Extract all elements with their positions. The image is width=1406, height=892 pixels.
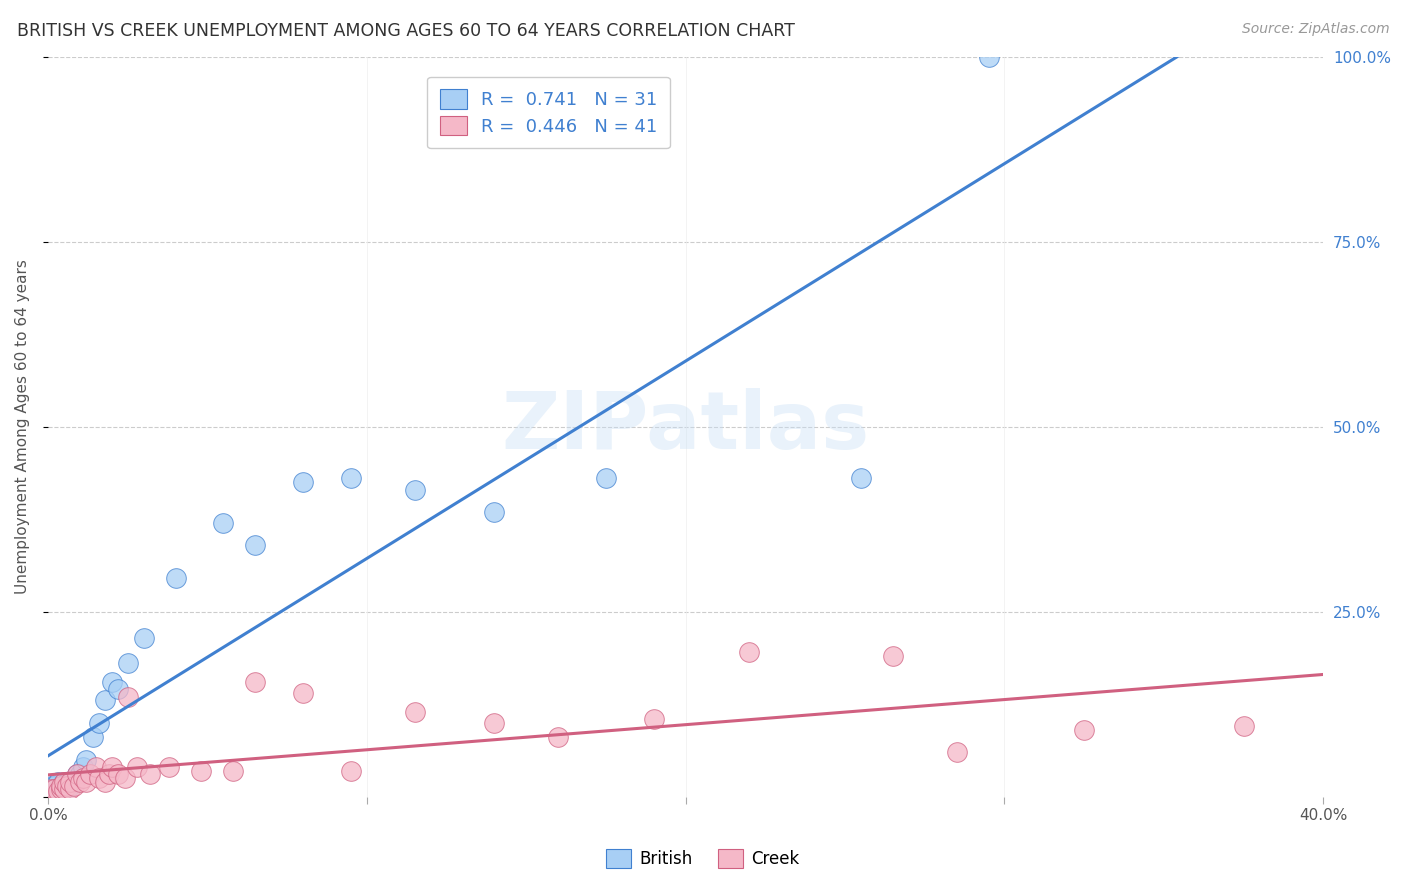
Point — [127, 760, 149, 774]
Point — [75, 753, 97, 767]
Point — [49, 779, 72, 793]
Point — [547, 731, 569, 745]
Point — [340, 471, 363, 485]
Y-axis label: Unemployment Among Ages 60 to 64 years: Unemployment Among Ages 60 to 64 years — [15, 260, 30, 594]
Point — [94, 775, 117, 789]
Point — [404, 705, 426, 719]
Point — [84, 760, 107, 774]
Point — [46, 775, 69, 789]
Point — [59, 782, 82, 797]
Point — [484, 505, 506, 519]
Point — [139, 767, 162, 781]
Point — [39, 782, 62, 797]
Point — [643, 712, 665, 726]
Point — [66, 767, 89, 781]
Point — [46, 782, 69, 797]
Point — [56, 775, 79, 789]
Point — [1232, 719, 1254, 733]
Point — [75, 775, 97, 789]
Point — [165, 571, 187, 585]
Point — [595, 471, 617, 485]
Point — [49, 782, 72, 797]
Point — [62, 779, 84, 793]
Point — [56, 779, 79, 793]
Point — [101, 760, 124, 774]
Point — [39, 779, 62, 793]
Point — [882, 649, 904, 664]
Point — [79, 767, 101, 781]
Point — [222, 764, 245, 778]
Point — [190, 764, 212, 778]
Point — [117, 657, 139, 671]
Point — [945, 745, 967, 759]
Point — [59, 779, 82, 793]
Point — [114, 771, 136, 785]
Point — [46, 783, 69, 797]
Point — [69, 767, 91, 781]
Point — [484, 715, 506, 730]
Legend: R =  0.741   N = 31, R =  0.446   N = 41: R = 0.741 N = 31, R = 0.446 N = 41 — [427, 77, 669, 148]
Legend: British, Creek: British, Creek — [600, 843, 806, 875]
Text: BRITISH VS CREEK UNEMPLOYMENT AMONG AGES 60 TO 64 YEARS CORRELATION CHART: BRITISH VS CREEK UNEMPLOYMENT AMONG AGES… — [17, 22, 794, 40]
Text: ZIPatlas: ZIPatlas — [502, 388, 870, 466]
Point — [53, 775, 76, 789]
Point — [44, 782, 66, 797]
Point — [212, 516, 235, 530]
Point — [72, 771, 94, 785]
Point — [62, 775, 84, 789]
Point — [340, 764, 363, 778]
Point — [292, 475, 315, 490]
Point — [738, 645, 761, 659]
Point — [87, 771, 110, 785]
Point — [101, 675, 124, 690]
Point — [69, 775, 91, 789]
Point — [66, 767, 89, 781]
Point — [94, 693, 117, 707]
Point — [107, 682, 129, 697]
Point — [977, 50, 1000, 64]
Point — [59, 775, 82, 789]
Point — [49, 779, 72, 793]
Point — [53, 782, 76, 797]
Text: Source: ZipAtlas.com: Source: ZipAtlas.com — [1241, 22, 1389, 37]
Point — [82, 731, 104, 745]
Point — [72, 760, 94, 774]
Point — [87, 715, 110, 730]
Point — [404, 483, 426, 497]
Point — [292, 686, 315, 700]
Point — [157, 760, 180, 774]
Point — [1073, 723, 1095, 737]
Point — [849, 471, 872, 485]
Point — [132, 631, 155, 645]
Point — [44, 779, 66, 793]
Point — [245, 675, 267, 690]
Point — [97, 767, 120, 781]
Point — [53, 782, 76, 797]
Point — [53, 775, 76, 789]
Point — [117, 690, 139, 704]
Point — [107, 767, 129, 781]
Point — [245, 538, 267, 552]
